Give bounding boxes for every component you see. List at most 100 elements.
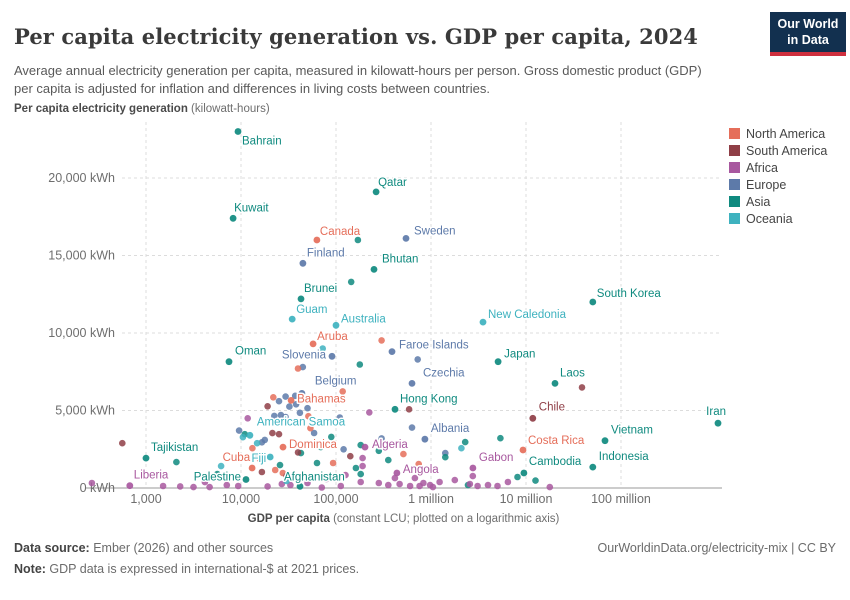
data-point-chile[interactable] bbox=[529, 414, 537, 422]
legend-item-asia[interactable]: Asia bbox=[729, 193, 827, 210]
data-point[interactable] bbox=[494, 482, 501, 490]
data-point[interactable] bbox=[474, 482, 481, 490]
data-point[interactable] bbox=[514, 473, 521, 481]
data-point[interactable] bbox=[329, 459, 337, 467]
data-point[interactable] bbox=[275, 430, 283, 438]
data-point[interactable] bbox=[342, 471, 349, 479]
data-point[interactable] bbox=[359, 462, 366, 470]
data-point-albania[interactable] bbox=[421, 435, 429, 443]
data-point[interactable] bbox=[310, 429, 318, 437]
data-point-fiji[interactable] bbox=[266, 453, 274, 461]
data-point[interactable] bbox=[461, 438, 469, 446]
data-point[interactable] bbox=[375, 447, 383, 455]
data-point-american-samoa[interactable] bbox=[246, 431, 254, 439]
data-point[interactable] bbox=[347, 278, 355, 286]
data-point-belgium[interactable] bbox=[298, 390, 306, 397]
data-point[interactable] bbox=[282, 393, 289, 400]
data-point[interactable] bbox=[278, 480, 286, 488]
data-point-algeria[interactable] bbox=[361, 443, 369, 451]
data-point[interactable] bbox=[283, 477, 290, 485]
data-point[interactable] bbox=[442, 453, 449, 461]
data-point-bhutan[interactable] bbox=[370, 266, 378, 273]
data-point[interactable] bbox=[359, 454, 366, 462]
data-point[interactable] bbox=[159, 482, 167, 490]
data-point[interactable] bbox=[239, 433, 247, 441]
data-point[interactable] bbox=[532, 477, 539, 484]
data-point-oman[interactable] bbox=[225, 358, 233, 366]
data-point-palestine[interactable] bbox=[242, 476, 250, 483]
data-point-sweden[interactable] bbox=[402, 235, 410, 242]
data-point-new-caledonia[interactable] bbox=[479, 318, 487, 326]
data-point[interactable] bbox=[190, 483, 197, 491]
data-point[interactable] bbox=[291, 392, 299, 400]
footer-link[interactable]: OurWorldinData.org/electricity-mix | CC … bbox=[597, 541, 837, 555]
data-point[interactable] bbox=[249, 444, 256, 452]
data-point-south-korea[interactable] bbox=[589, 298, 597, 306]
data-point[interactable] bbox=[292, 401, 300, 408]
data-point[interactable] bbox=[286, 403, 293, 410]
data-point[interactable] bbox=[253, 439, 261, 447]
legend-item-oceania[interactable]: Oceania bbox=[729, 210, 827, 227]
data-point[interactable] bbox=[466, 480, 474, 488]
data-point[interactable] bbox=[269, 429, 276, 437]
data-point[interactable] bbox=[426, 466, 434, 474]
data-point-faroe-islands[interactable] bbox=[388, 348, 396, 355]
data-point[interactable] bbox=[385, 481, 392, 489]
data-point[interactable] bbox=[504, 478, 512, 486]
data-point[interactable] bbox=[119, 439, 126, 447]
data-point-qatar[interactable] bbox=[372, 188, 380, 196]
data-point-kuwait[interactable] bbox=[229, 214, 237, 222]
data-point-japan[interactable] bbox=[494, 358, 502, 366]
data-point-angola[interactable] bbox=[393, 469, 401, 477]
data-point[interactable] bbox=[469, 472, 477, 480]
data-point[interactable] bbox=[88, 479, 96, 487]
data-point[interactable] bbox=[578, 384, 586, 391]
data-point[interactable] bbox=[258, 468, 266, 476]
data-point[interactable] bbox=[294, 365, 302, 372]
data-point[interactable] bbox=[176, 483, 184, 490]
data-point[interactable] bbox=[484, 481, 492, 489]
data-point-liberia[interactable] bbox=[126, 482, 134, 490]
data-point-canada[interactable] bbox=[313, 236, 321, 244]
legend-item-africa[interactable]: Africa bbox=[729, 159, 827, 176]
data-point[interactable] bbox=[313, 459, 321, 467]
data-point-tajikistan[interactable] bbox=[142, 454, 150, 462]
legend-item-south-america[interactable]: South America bbox=[729, 142, 827, 159]
data-point[interactable] bbox=[276, 461, 284, 469]
data-point[interactable] bbox=[304, 404, 311, 412]
data-point[interactable] bbox=[304, 479, 311, 487]
data-point[interactable] bbox=[264, 483, 271, 490]
data-point[interactable] bbox=[357, 478, 365, 486]
data-point-hong-kong[interactable] bbox=[391, 405, 399, 413]
data-point[interactable] bbox=[339, 388, 347, 395]
data-point[interactable] bbox=[271, 466, 279, 474]
data-point-cambodia[interactable] bbox=[520, 469, 528, 477]
data-point[interactable] bbox=[414, 356, 422, 363]
data-point[interactable] bbox=[429, 483, 437, 491]
data-point-guam[interactable] bbox=[288, 315, 296, 323]
data-point[interactable] bbox=[305, 412, 312, 420]
data-point[interactable] bbox=[256, 456, 264, 463]
data-point-aruba[interactable] bbox=[309, 340, 317, 348]
legend-item-europe[interactable]: Europe bbox=[729, 176, 827, 193]
data-point[interactable] bbox=[391, 474, 399, 482]
data-point[interactable] bbox=[252, 452, 259, 460]
data-point[interactable] bbox=[352, 464, 360, 472]
data-point-bahamas[interactable] bbox=[287, 397, 295, 404]
data-point-iran[interactable] bbox=[714, 419, 722, 427]
data-point[interactable] bbox=[406, 482, 414, 490]
data-point[interactable] bbox=[234, 482, 242, 490]
data-point[interactable] bbox=[271, 412, 278, 420]
data-point-slovenia[interactable] bbox=[328, 352, 336, 360]
data-point[interactable] bbox=[356, 361, 364, 368]
data-point[interactable] bbox=[337, 482, 345, 490]
data-point[interactable] bbox=[458, 444, 465, 452]
data-point[interactable] bbox=[378, 435, 385, 442]
data-point-indonesia[interactable] bbox=[589, 463, 597, 471]
data-point-australia[interactable] bbox=[332, 321, 340, 329]
data-point[interactable] bbox=[270, 394, 277, 401]
data-point-costa-rica[interactable] bbox=[519, 446, 527, 454]
data-point[interactable] bbox=[214, 470, 221, 478]
data-point[interactable] bbox=[347, 452, 354, 460]
data-point-cuba[interactable] bbox=[248, 464, 256, 472]
